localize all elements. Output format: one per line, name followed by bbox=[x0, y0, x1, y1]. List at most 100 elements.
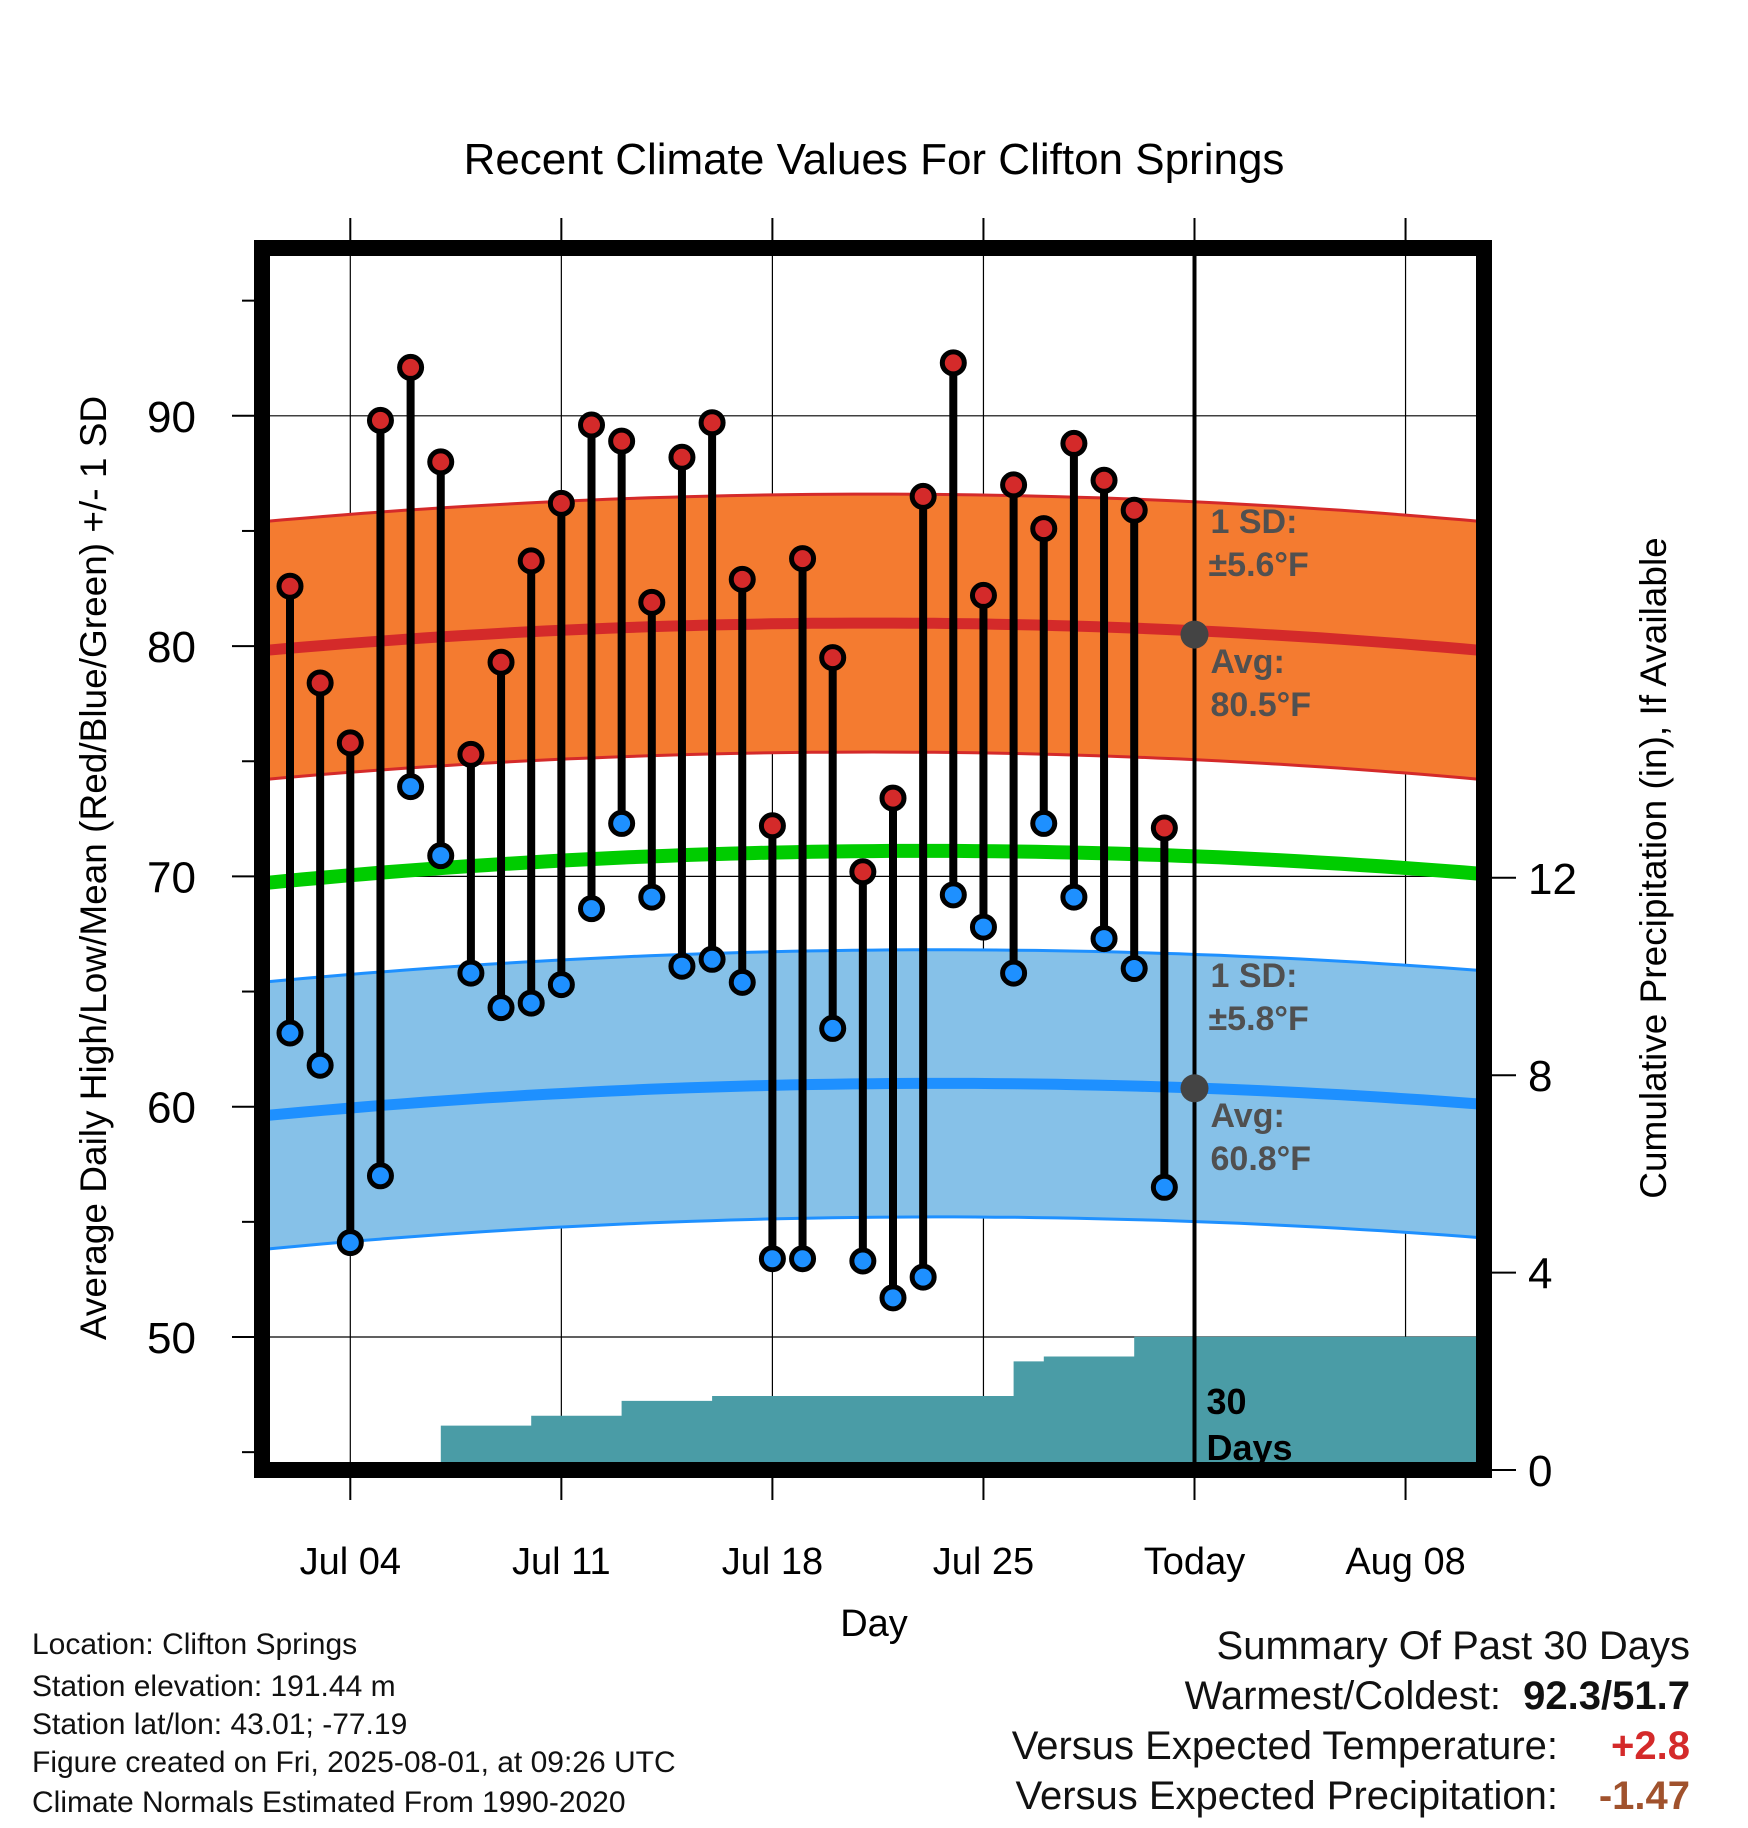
annotations: 1 SD: ±5.6°F Avg: 80.5°F 1 SD: ±5.8°F Avg: 60.8… bbox=[1180, 248, 1312, 1470]
high-point bbox=[547, 489, 575, 517]
y-tick-label: 70 bbox=[147, 853, 196, 902]
high-point bbox=[879, 784, 907, 812]
low-point bbox=[939, 881, 967, 909]
low-point bbox=[276, 1019, 304, 1047]
low-sd-band bbox=[262, 949, 1484, 1250]
low-point bbox=[758, 1245, 786, 1273]
precip-area bbox=[262, 1336, 1484, 1470]
high-point bbox=[306, 669, 334, 697]
y-tick-label: 90 bbox=[147, 393, 196, 442]
high-point bbox=[517, 547, 545, 575]
high-average-marker bbox=[1180, 620, 1209, 649]
axes: Jul 04 Jul 11 Jul 18 Jul 25 Today Aug 08 50 60 7… bbox=[147, 218, 1577, 1583]
summary-precipitation: Versus Expected Precipitation: -1.47 bbox=[1015, 1774, 1690, 1819]
high-point bbox=[1090, 466, 1118, 494]
high-point bbox=[1060, 429, 1088, 457]
low-avg-value: 60.8°F bbox=[1211, 1140, 1312, 1178]
y2-axis-label: Cumulative Precipitation (in), If Availa… bbox=[1633, 537, 1674, 1199]
low-point bbox=[698, 945, 726, 973]
low-point bbox=[1150, 1173, 1178, 1201]
precipitation-area bbox=[262, 1336, 1484, 1470]
x-tick-label: Jul 11 bbox=[512, 1541, 611, 1583]
low-point bbox=[487, 994, 515, 1022]
low-point bbox=[909, 1263, 937, 1291]
high-point bbox=[1000, 471, 1028, 499]
plot-frame bbox=[254, 240, 1492, 1478]
info-latlon: Station lat/lon: 43.01; -77.19 bbox=[32, 1708, 408, 1741]
high-sd-value: ±5.6°F bbox=[1209, 546, 1309, 584]
low-point bbox=[1000, 959, 1028, 987]
low-point bbox=[638, 883, 666, 911]
high-sd-label: 1 SD: bbox=[1211, 503, 1298, 541]
x-tick-label: Jul 25 bbox=[933, 1541, 1034, 1583]
high-point bbox=[366, 406, 394, 434]
high-point bbox=[698, 409, 726, 437]
info-location: Location: Clifton Springs bbox=[32, 1628, 358, 1661]
high-point bbox=[969, 581, 997, 609]
high-sd-band bbox=[262, 494, 1484, 780]
normal-bands bbox=[261, 492, 1485, 1251]
low-point bbox=[578, 895, 605, 923]
low-point bbox=[547, 971, 575, 999]
high-point bbox=[909, 482, 937, 510]
low-point bbox=[849, 1247, 877, 1275]
y2-tick-label: 4 bbox=[1528, 1250, 1552, 1299]
low-sd-label: 1 SD: bbox=[1211, 957, 1298, 995]
high-avg-value: 80.5°F bbox=[1211, 686, 1312, 724]
high-point bbox=[758, 812, 786, 840]
high-point bbox=[939, 349, 967, 377]
high-point bbox=[276, 572, 304, 600]
summary-title: Summary Of Past 30 Days bbox=[1217, 1624, 1690, 1669]
summary-temp-value: +2.8 bbox=[1611, 1724, 1690, 1768]
low-point bbox=[397, 773, 425, 801]
summary-warm-value: 92.3/51.7 bbox=[1523, 1674, 1690, 1718]
chart-title: Recent Climate Values For Clifton Spring… bbox=[464, 135, 1285, 184]
high-point bbox=[336, 729, 364, 757]
high-point bbox=[1120, 496, 1148, 524]
high-point bbox=[638, 588, 666, 616]
low-point bbox=[457, 959, 485, 987]
low-point bbox=[1120, 955, 1148, 983]
x-tick-label: Aug 08 bbox=[1345, 1541, 1465, 1583]
high-average-line bbox=[261, 617, 1485, 657]
summary-temperature: Versus Expected Temperature: +2.8 bbox=[1012, 1724, 1690, 1769]
plot-border bbox=[254, 240, 1492, 1478]
low-avg-label: Avg: bbox=[1211, 1097, 1285, 1135]
low-average-marker bbox=[1180, 1074, 1209, 1103]
high-point bbox=[789, 545, 817, 573]
high-point bbox=[427, 448, 455, 476]
low-sd-value: ±5.8°F bbox=[1209, 1000, 1309, 1038]
low-point bbox=[306, 1051, 334, 1079]
summary-temp-label: Versus Expected Temperature: bbox=[1011, 1724, 1558, 1768]
summary-warm-coldest: Warmest/Coldest: 92.3/51.7 bbox=[1185, 1674, 1690, 1719]
low-point bbox=[879, 1284, 907, 1312]
info-elevation: Station elevation: 191.44 m bbox=[32, 1670, 396, 1703]
x-axis-label: Day bbox=[840, 1603, 908, 1645]
low-sd-lower-line bbox=[261, 1215, 1485, 1251]
high-point bbox=[578, 411, 605, 439]
high-point bbox=[819, 644, 847, 672]
mean-normal-line bbox=[261, 843, 1485, 891]
high-point bbox=[668, 443, 696, 471]
y-axis-label: Average Daily High/Low/Mean (Red/Blue/Gr… bbox=[73, 396, 114, 1340]
high-point bbox=[457, 740, 485, 768]
daily-range-bars bbox=[276, 349, 1178, 1312]
low-point bbox=[789, 1245, 817, 1273]
y2-tick-label: 12 bbox=[1528, 855, 1577, 904]
low-point bbox=[1060, 883, 1088, 911]
low-point bbox=[1030, 809, 1058, 837]
summary-warm-label: Warmest/Coldest: bbox=[1184, 1674, 1501, 1718]
high-point bbox=[487, 648, 515, 676]
high-point bbox=[849, 858, 877, 886]
x-tick-label: Today bbox=[1144, 1541, 1245, 1583]
low-point bbox=[1090, 925, 1118, 953]
low-point bbox=[969, 913, 997, 941]
high-point bbox=[1030, 515, 1058, 543]
high-point bbox=[608, 427, 636, 455]
y-tick-label: 50 bbox=[147, 1314, 196, 1363]
info-normals: Climate Normals Estimated From 1990-2020 bbox=[32, 1786, 626, 1819]
low-point bbox=[366, 1162, 394, 1190]
summary-precip-label: Versus Expected Precipitation: bbox=[1015, 1774, 1558, 1818]
low-point bbox=[427, 842, 455, 870]
